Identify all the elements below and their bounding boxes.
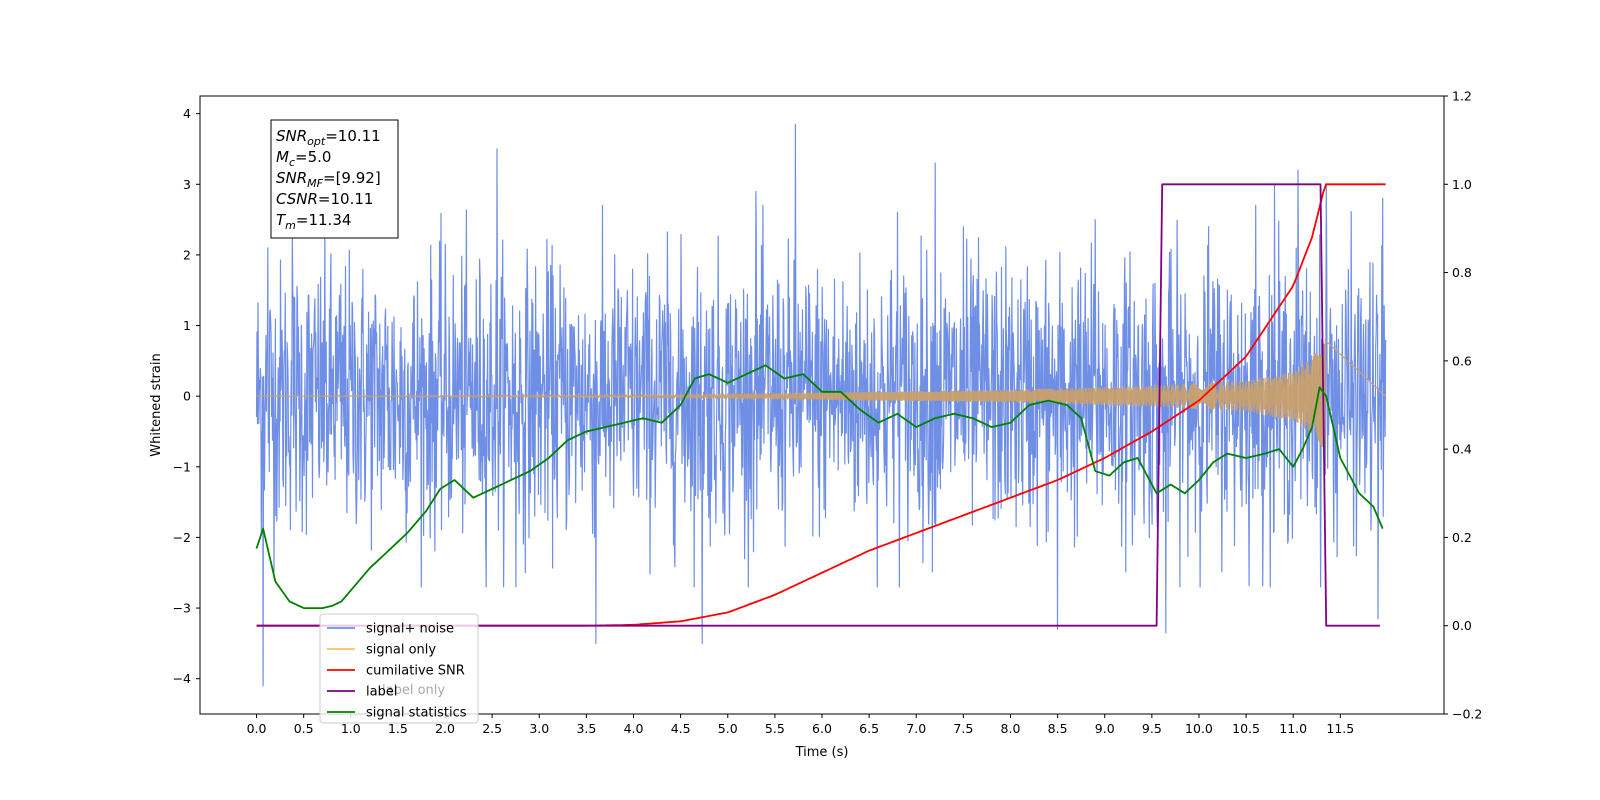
y-axis-right: −0.2 0.0 0.2 0.4 0.6 0.8 1.0 1.2 [1444,89,1482,722]
info-box-frame [270,119,399,239]
y-left-tick-label: 3 [183,177,191,192]
plot-lines [255,123,1387,687]
x-tick-label: 6.5 [859,721,879,736]
info-box-line: Mc=5.0 [276,148,331,169]
y-right-tick-label: 0.4 [1452,442,1472,457]
x-axis: 0.0 0.5 1.0 1.5 2.0 2.5 3.0 3.5 4.0 4.5 5.0 5.5 6.0 6… [247,714,1354,736]
y-right-tick-label: 0.2 [1452,530,1472,545]
x-tick-label: 0.0 [247,721,267,736]
x-axis-title: Time (s) [795,745,849,760]
legend-entry-label: signal only [366,643,436,658]
y-right-tick-label: 1.0 [1452,177,1472,192]
x-tick-label: 4.0 [624,721,644,736]
legend-entry-label: label [366,685,397,700]
x-tick-label: 4.5 [671,721,691,736]
y-right-tick-label: 0.6 [1452,353,1472,368]
x-tick-label: 7.5 [953,721,973,736]
info-box-line: CSNR=10.11 [276,190,373,208]
info-box-line: SNRMF=[9.92] [276,169,381,190]
x-tick-label: 9.5 [1142,721,1162,736]
legend-entry-label: signal statistics [366,706,467,721]
y-right-tick-label: 0.8 [1452,265,1472,280]
x-tick-label: 10.5 [1232,721,1260,736]
legend-hidden-text: label only [382,683,445,698]
y-axis-left-title: Whitened strain [149,353,164,456]
x-tick-label: 8.0 [1001,721,1021,736]
y-right-tick-label: −0.2 [1452,707,1482,722]
info-box-line: SNRopt=10.11 [276,127,381,148]
x-tick-label: 1.5 [388,721,408,736]
x-tick-label: 3.0 [529,721,549,736]
legend-entry-label: signal+ noise [366,622,454,637]
x-tick-label: 6.0 [812,721,832,736]
y-left-tick-label: −1 [173,459,191,474]
y-right-tick-label: 1.2 [1452,89,1472,104]
info-box: SNRopt=10.11Mc=5.0SNRMF=[9.92]CSNR=10.11… [270,119,399,239]
x-tick-label: 1.0 [341,721,361,736]
series-signal-statistics-line [255,364,1384,609]
y-axis-left: −4 −3 −2 −1 0 1 2 3 4 [173,106,200,686]
x-tick-label: 3.5 [576,721,596,736]
legend-frame [319,613,479,724]
y-left-tick-label: 1 [183,318,191,333]
series-signal-noise-line [255,123,1387,687]
y-left-tick-label: 2 [183,247,191,262]
x-tick-label: 8.5 [1048,721,1068,736]
y-left-tick-label: 4 [183,106,191,121]
series-label-line [256,183,1380,627]
y-left-tick-label: −3 [173,601,191,616]
info-box-line: Tm=11.34 [276,211,351,232]
legend: label only signal+ noise signal only cumila… [319,613,479,724]
x-tick-label: 11.5 [1326,721,1354,736]
x-tick-label: 9.0 [1095,721,1115,736]
x-tick-label: 5.5 [765,721,785,736]
y-left-tick-label: 0 [183,389,191,404]
y-right-tick-label: 0.0 [1452,618,1472,633]
x-tick-label: 0.5 [294,721,314,736]
y-left-tick-label: −4 [173,671,191,686]
series-signal-only-line [256,339,1387,448]
x-tick-label: 10.0 [1185,721,1213,736]
y-left-tick-label: −2 [173,530,191,545]
x-tick-label: 7.0 [906,721,926,736]
x-tick-label: 2.5 [482,721,502,736]
legend-entry-label: cumilative SNR [366,664,465,679]
x-tick-label: 5.0 [718,721,738,736]
x-tick-label: 11.0 [1279,721,1307,736]
x-tick-label: 2.0 [435,721,455,736]
